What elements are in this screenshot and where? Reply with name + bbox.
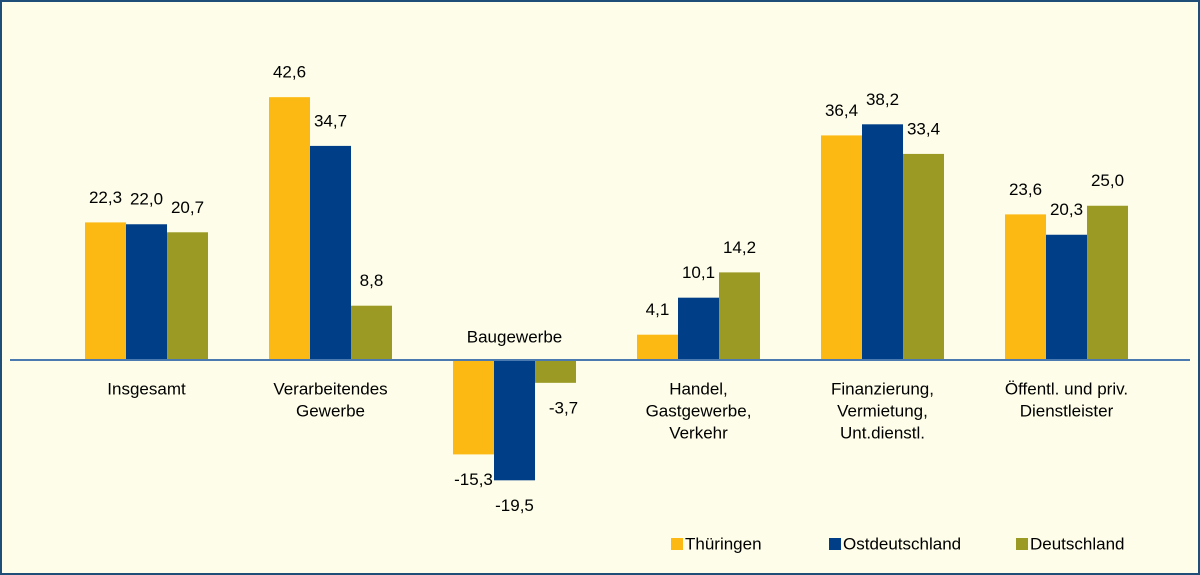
legend-label: Thüringen <box>685 534 762 553</box>
bar <box>903 153 944 360</box>
value-label: 33,4 <box>907 119 940 138</box>
bar <box>1005 214 1046 360</box>
category-label: Vermietung, <box>837 401 928 420</box>
category-label: Öffentl. und priv. <box>1005 379 1128 398</box>
value-label: 22,0 <box>130 190 163 209</box>
bar <box>678 297 719 360</box>
category-label: Handel, <box>669 379 728 398</box>
bar <box>1087 205 1128 360</box>
value-label: 20,3 <box>1050 200 1083 219</box>
bar <box>167 232 208 360</box>
legend-label: Ostdeutschland <box>843 534 961 553</box>
value-label: -3,7 <box>549 398 578 417</box>
category-label: Baugewerbe <box>467 327 562 346</box>
bar <box>310 145 351 360</box>
value-label: 20,7 <box>171 198 204 217</box>
value-label: 38,2 <box>866 90 899 109</box>
value-label: 10,1 <box>682 263 715 282</box>
category-label: Dienstleister <box>1020 401 1114 420</box>
value-label: 42,6 <box>273 63 306 82</box>
category-label: Gewerbe <box>296 401 365 420</box>
bar <box>719 272 760 360</box>
category-label: Gastgewerbe, <box>646 401 752 420</box>
value-label: 22,3 <box>89 188 122 207</box>
category-label: Finanzierung, <box>831 379 934 398</box>
category-label: Verarbeitendes <box>273 379 387 398</box>
bar <box>494 360 535 481</box>
legend-swatch <box>671 538 683 550</box>
bar <box>351 305 392 360</box>
bar <box>821 135 862 360</box>
bar <box>862 124 903 360</box>
bar <box>85 222 126 360</box>
bar <box>1046 234 1087 360</box>
legend-swatch <box>1016 538 1028 550</box>
value-label: 23,6 <box>1009 180 1042 199</box>
legend-swatch <box>829 538 841 550</box>
category-label: Verkehr <box>669 423 728 442</box>
bar <box>453 360 494 455</box>
bar <box>637 334 678 360</box>
value-label: 4,1 <box>646 300 670 319</box>
category-label: Insgesamt <box>107 379 186 398</box>
value-label: -15,3 <box>454 470 493 489</box>
bar <box>535 360 576 383</box>
value-label: -19,5 <box>495 496 534 515</box>
value-label: 8,8 <box>360 271 384 290</box>
category-label: Unt.dienstl. <box>840 423 925 442</box>
bar <box>269 97 310 361</box>
value-label: 36,4 <box>825 101 858 120</box>
value-label: 14,2 <box>723 238 756 257</box>
value-label: 34,7 <box>314 111 347 130</box>
legend-label: Deutschland <box>1030 534 1125 553</box>
value-label: 25,0 <box>1091 171 1124 190</box>
bar <box>126 224 167 360</box>
